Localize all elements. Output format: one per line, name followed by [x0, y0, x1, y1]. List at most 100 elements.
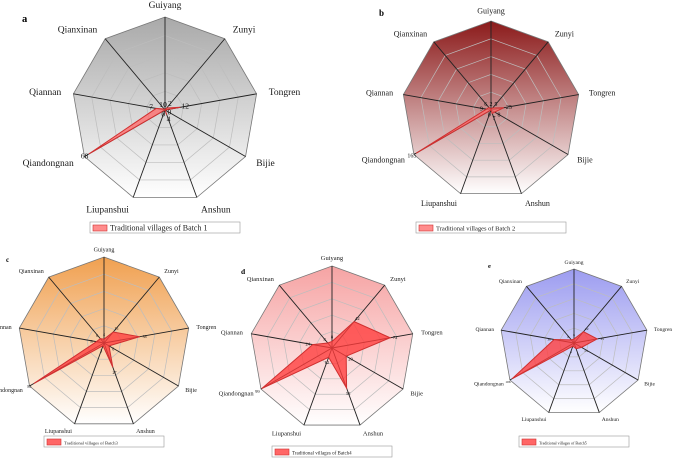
radar-value-label: 6: [112, 346, 114, 351]
radar-value-label: 2: [490, 102, 493, 108]
legend-label: Traditional villages of Batch 2: [436, 226, 515, 233]
radar-value-label: 35: [600, 337, 604, 341]
radar-grid-ring: [473, 91, 509, 128]
axis-label-guiyang: Guiyang: [565, 260, 584, 266]
axis-label-liupanshui: Liupanshui: [521, 417, 546, 423]
radar-value-label: 2: [168, 99, 172, 108]
radar-grid-ring: [420, 38, 562, 178]
radar-grid-ring: [267, 282, 397, 410]
axis-label-liupanshui: Liupanshui: [45, 429, 72, 435]
radar-value-label: 30: [547, 338, 551, 342]
axis-label-zunyi: Zunyi: [390, 276, 406, 283]
axis-label-guiyang: Guiyang: [477, 6, 505, 15]
axis-label-tongren: Tongren: [654, 327, 672, 333]
radar-spoke: [548, 342, 575, 413]
radar-value-label: 22: [585, 327, 589, 331]
radar-value-label: 4: [167, 115, 171, 124]
axis-label-qiannan: Qiannan: [0, 325, 12, 331]
radar-value-label: 8: [497, 113, 500, 119]
axis-label-qianxinan: Qianxinan: [394, 30, 427, 39]
panel-letter: d: [241, 267, 246, 276]
panel-letter: e: [488, 263, 491, 270]
legend-box: [89, 221, 241, 234]
radar-grid-ring: [69, 308, 139, 376]
radar-spoke: [103, 342, 179, 387]
radar-spoke: [490, 94, 579, 111]
radar-value-label: 6: [484, 102, 487, 108]
radar-value-label: 8: [91, 339, 93, 344]
axis-label-qiandongnan: Qiandongnan: [0, 388, 23, 394]
axis-label-tongren: Tongren: [196, 325, 216, 331]
axis-label-qiannan: Qiannan: [29, 88, 61, 98]
radar-spoke: [490, 41, 549, 111]
radar-value-label: 7: [492, 116, 495, 122]
panel-letter: a: [22, 14, 28, 25]
axis-label-qiannan: Qiannan: [475, 327, 494, 333]
radar-panel-b: 2 5 2587016596GuiyangZunyiTongrenBijieAnsh…: [362, 6, 615, 234]
radar-spoke: [460, 109, 492, 194]
panel-letter: c: [6, 256, 9, 264]
legend-swatch: [521, 438, 537, 446]
radar-spoke: [278, 284, 333, 349]
axis-label-bijie: Bijie: [185, 388, 197, 394]
radar-spoke: [74, 342, 105, 424]
radar-value-label: 8: [323, 337, 326, 342]
radar-grid-ring: [52, 291, 156, 392]
radar-value-label: 42: [355, 316, 360, 321]
radar-panel-c: 4153862738586GuiyangZunyiTongrenBijieAns…: [0, 247, 216, 448]
legend-swatch: [46, 438, 62, 446]
axis-label-anshun: Anshun: [525, 199, 550, 208]
legend-box: [271, 445, 393, 458]
axis-label-qianxinan: Qianxinan: [58, 26, 98, 36]
radar-spoke: [48, 276, 105, 344]
radar-grid-ring: [544, 313, 604, 372]
radar-value-label: 3: [100, 348, 102, 353]
axis-label-qianxinan: Qianxinan: [19, 269, 44, 275]
legend-box: [518, 435, 630, 448]
axis-label-bijie: Bijie: [256, 159, 274, 169]
axis-label-guiyang: Guiyang: [149, 1, 182, 11]
axis-label-liupanshui: Liupanshui: [272, 430, 301, 437]
legend-swatch: [92, 224, 108, 232]
axis-label-qiandongnan: Qiandongnan: [23, 159, 74, 169]
radar-spoke: [490, 109, 522, 194]
radar-value-label: 25: [506, 105, 512, 111]
radar-value-label: 85: [27, 384, 31, 389]
radar-value-label: 9: [480, 106, 483, 112]
radar-spoke: [132, 109, 166, 198]
legend-label: Traditional villages of Batch 1: [110, 224, 207, 233]
axis-label-qianxinan: Qianxinan: [499, 279, 522, 285]
legend-swatch: [274, 448, 290, 456]
legend-swatch: [418, 224, 434, 232]
radar-grid-ring: [529, 298, 619, 386]
radar-value-label: 20: [348, 357, 353, 362]
radar-panel-e: 6 22 35 13 9 5 106 30 6 Guiyang Zunyi Tongren Bijie A…: [474, 260, 672, 448]
radar-data-polygon: [88, 106, 181, 155]
radar-value-label: 15: [114, 326, 118, 331]
axis-label-tongren: Tongren: [269, 88, 301, 98]
radar-value-label: 52: [346, 391, 351, 396]
radar-grid-ring: [455, 74, 527, 144]
radar-value-label: 6: [96, 333, 98, 338]
legend-box: [43, 435, 165, 448]
radar-value-label: 0: [167, 108, 171, 117]
radar-value-label: 0: [163, 100, 167, 109]
radar-data-polygon: [415, 107, 505, 154]
axis-label-qianxinan: Qianxinan: [247, 276, 275, 283]
radar-value-label: 0: [161, 110, 165, 119]
radar-value-label: 13: [584, 349, 588, 353]
radar-value-label: 5: [570, 350, 572, 354]
radar-spoke: [433, 41, 492, 111]
panel-letter: b: [379, 8, 384, 18]
radar-value-label: 9: [577, 352, 579, 356]
radar-spoke: [164, 38, 226, 111]
axis-label-bijie: Bijie: [644, 382, 655, 388]
radar-spoke: [490, 109, 569, 155]
radar-spoke: [164, 109, 198, 198]
radar-value-label: 12: [325, 360, 330, 365]
radar-spoke: [104, 38, 166, 111]
radar-spoke: [164, 109, 246, 157]
radar-grid-ring: [109, 53, 221, 163]
legend-label: Traditional villages of Batch3: [64, 441, 118, 446]
